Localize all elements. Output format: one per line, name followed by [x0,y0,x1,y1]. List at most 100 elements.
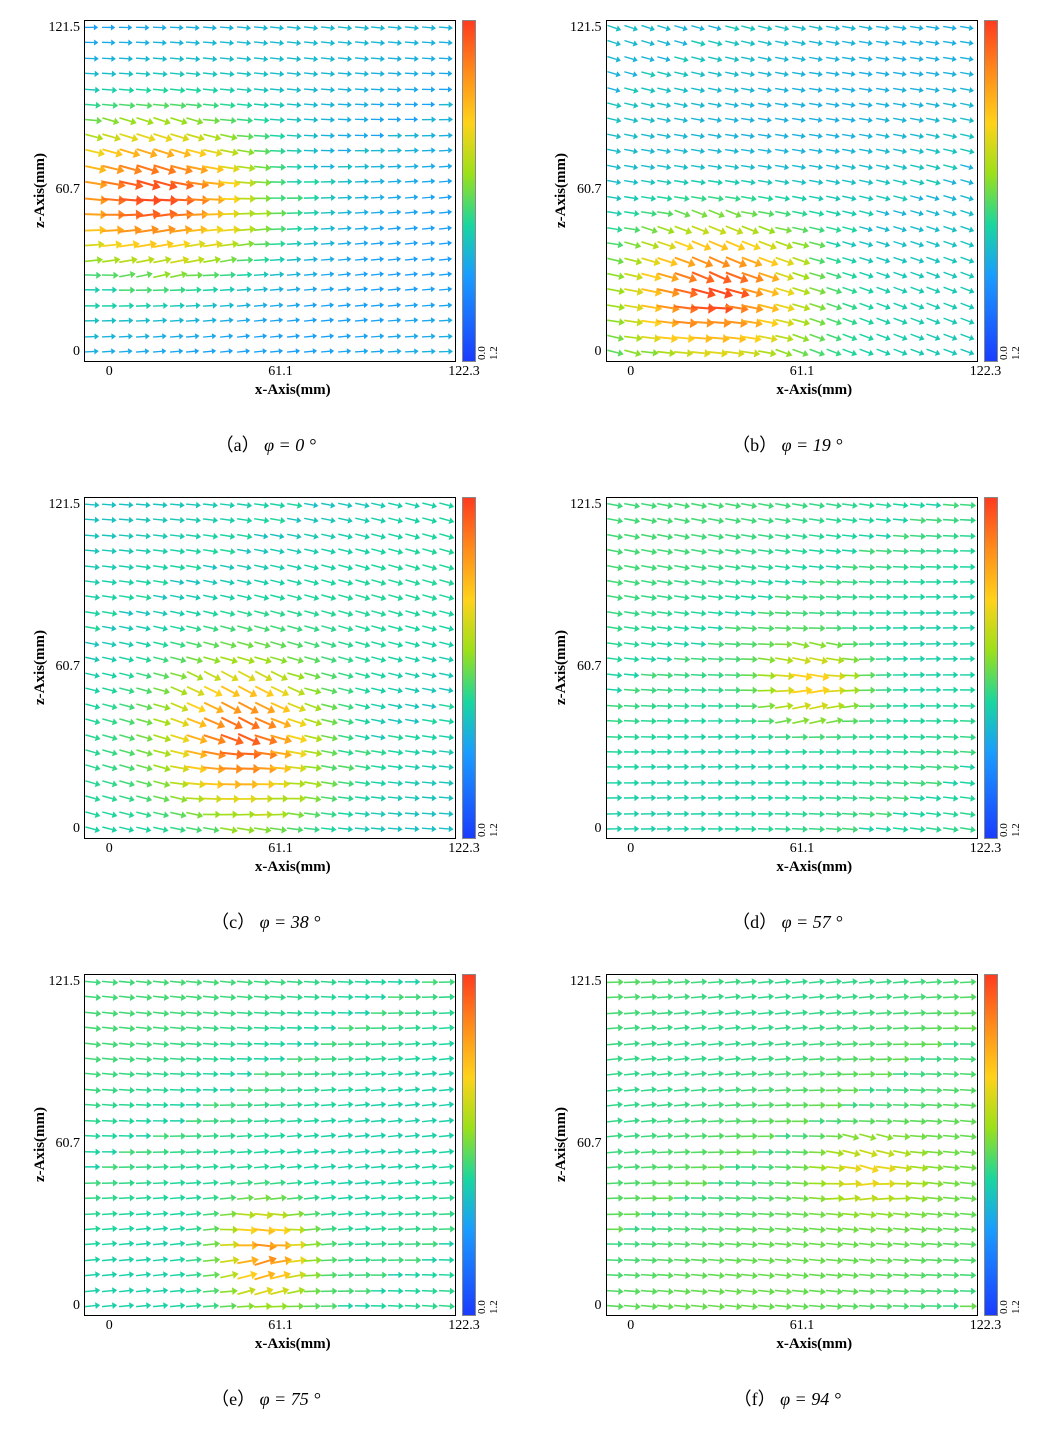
vector-arrow [825,177,841,187]
vector-arrow [404,731,421,741]
vector-arrow [943,69,958,78]
vector-arrow [85,333,99,341]
vector-arrow [371,147,385,154]
vector-arrow [303,545,319,556]
vector-arrow [404,622,421,634]
vector-arrow [825,825,842,834]
vector-arrow [135,761,154,774]
vector-arrow [405,778,421,787]
vector-arrow [135,100,152,110]
vector-arrow [304,23,319,32]
vector-arrow [775,640,793,649]
vector-arrow [135,638,152,649]
vector-arrow [657,515,675,526]
vector-arrow [202,623,220,635]
vector-arrow [169,54,184,62]
vector-arrow [119,54,133,62]
vector-arrow [674,193,691,203]
caption-phi: φ = 94 ° [776,1389,841,1409]
vector-arrow [438,193,452,201]
x-axis-ticks: 061.1122.3 [627,364,1001,380]
vector-arrow [421,270,435,278]
vector-arrow [876,779,892,788]
vector-arrow [775,530,792,540]
vector-arrow [102,669,119,680]
vector-arrow [657,1070,674,1080]
vector-arrow [876,1302,893,1311]
vector-arrow [674,993,691,1002]
vector-arrow [203,1193,220,1202]
vector-arrow [657,810,672,818]
vector-arrow [926,977,943,986]
vector-arrow [623,561,641,572]
vector-arrow [792,1101,809,1110]
vector-arrow [808,177,824,187]
vector-arrow [825,131,840,140]
vector-arrow [791,499,808,510]
vector-arrow [926,1024,943,1033]
vector-arrow [960,562,976,570]
vector-arrow [842,748,858,756]
vector-arrow [421,1178,437,1187]
vector-arrow [808,577,825,587]
vector-arrow [775,763,790,771]
vector-arrow [388,116,401,123]
vector-arrow [337,1224,353,1233]
vector-arrow [960,1271,977,1280]
vector-arrow [119,1008,136,1018]
vector-arrow [623,1116,640,1126]
vector-arrow [253,993,270,1002]
vector-arrow [909,23,924,32]
vector-arrow [186,1147,202,1156]
vector-arrow [186,1101,201,1109]
vector-arrow [237,1101,253,1110]
vector-arrow [842,207,859,218]
vector-arrow [152,317,167,325]
vector-arrow [691,1301,709,1311]
vector-arrow [623,608,640,619]
vector-arrow [775,131,790,140]
vector-arrow [337,515,353,526]
vector-arrow [405,23,420,31]
vector-arrow [943,702,959,710]
vector-arrow [859,671,876,680]
vector-arrow [404,514,421,525]
vector-arrow [691,1116,708,1125]
vector-arrow [741,686,758,695]
vector-arrow [858,223,874,234]
vector-arrow [387,576,404,588]
vector-arrow [220,1117,236,1126]
vector-arrow [219,607,236,618]
vector-arrow [438,70,452,77]
vector-arrow [236,546,252,556]
vector-arrow [253,23,268,32]
vector-arrow [85,761,102,773]
vector-arrow [842,578,859,587]
x-axis-label: x-Axis(mm) [776,382,852,399]
vector-arrow [741,1085,758,1094]
vector-arrow [842,1255,860,1265]
vector-arrow [287,809,306,820]
vector-arrow [102,1132,118,1140]
vector-arrow [371,700,388,711]
vector-arrow [725,686,741,694]
vector-arrow [287,255,302,263]
vector-arrow [623,515,641,526]
vector-arrow [270,1147,286,1156]
vector-arrow [741,1224,758,1234]
vector-arrow [387,561,404,573]
vector-arrow [152,1070,168,1079]
vector-arrow [119,1085,136,1094]
vector-arrow [825,1255,843,1265]
vector-arrow [438,825,453,833]
vector-arrow [169,301,184,309]
vector-arrow [253,1024,269,1033]
vector-arrow [169,824,186,835]
vector-arrow [942,299,959,311]
vector-arrow [237,1070,252,1078]
vector-arrow [304,1086,320,1095]
panel-caption-e: （e） φ = 75 ° [211,1385,320,1411]
vector-arrow [304,301,318,309]
vector-arrow [321,54,336,63]
x-tick-label: 0 [106,841,113,857]
